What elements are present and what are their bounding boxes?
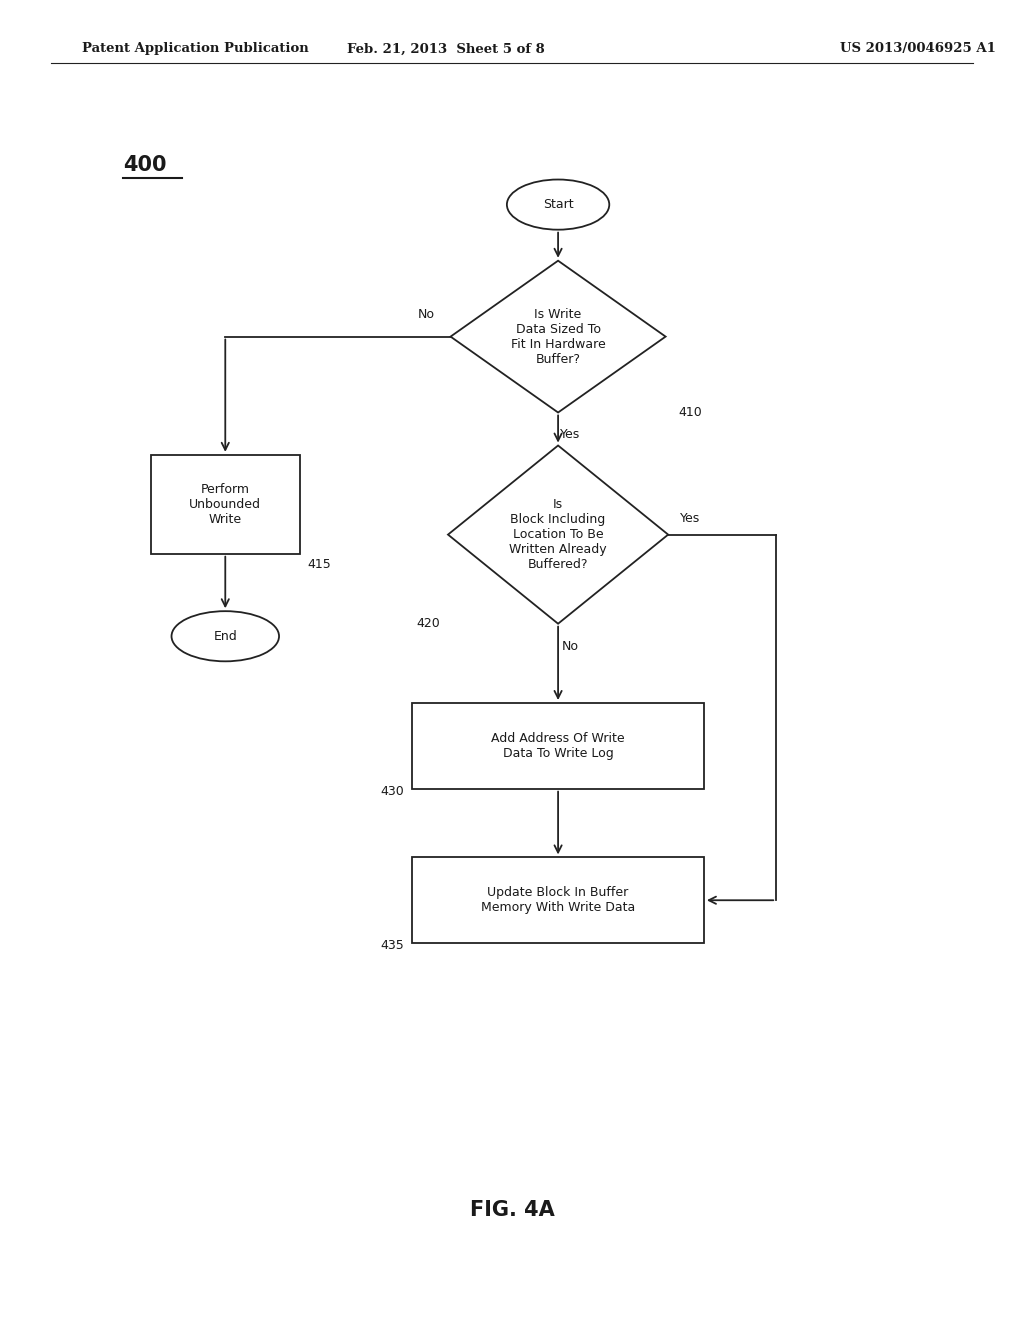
Bar <box>152 454 299 554</box>
Text: 430: 430 <box>380 784 404 797</box>
Text: Update Block In Buffer
Memory With Write Data: Update Block In Buffer Memory With Write… <box>481 886 635 915</box>
Text: 410: 410 <box>678 407 701 418</box>
Text: 435: 435 <box>380 940 404 952</box>
Text: No: No <box>562 640 579 652</box>
Text: 415: 415 <box>307 557 332 570</box>
Text: Patent Application Publication: Patent Application Publication <box>82 42 308 55</box>
Text: No: No <box>418 308 435 321</box>
Text: 420: 420 <box>416 618 440 630</box>
Text: Yes: Yes <box>560 428 581 441</box>
Text: Is Write
Data Sized To
Fit In Hardware
Buffer?: Is Write Data Sized To Fit In Hardware B… <box>511 308 605 366</box>
Text: End: End <box>213 630 238 643</box>
Bar <box>413 704 705 789</box>
Text: Add Address Of Write
Data To Write Log: Add Address Of Write Data To Write Log <box>492 731 625 760</box>
Text: 400: 400 <box>123 154 166 176</box>
Text: Yes: Yes <box>681 512 700 525</box>
Text: Feb. 21, 2013  Sheet 5 of 8: Feb. 21, 2013 Sheet 5 of 8 <box>346 42 545 55</box>
Text: FIG. 4A: FIG. 4A <box>470 1200 554 1221</box>
Bar <box>413 858 705 942</box>
Text: US 2013/0046925 A1: US 2013/0046925 A1 <box>840 42 995 55</box>
Text: Perform
Unbounded
Write: Perform Unbounded Write <box>189 483 261 525</box>
Text: Is
Block Including
Location To Be
Written Already
Buffered?: Is Block Including Location To Be Writte… <box>509 498 607 572</box>
Text: Start: Start <box>543 198 573 211</box>
